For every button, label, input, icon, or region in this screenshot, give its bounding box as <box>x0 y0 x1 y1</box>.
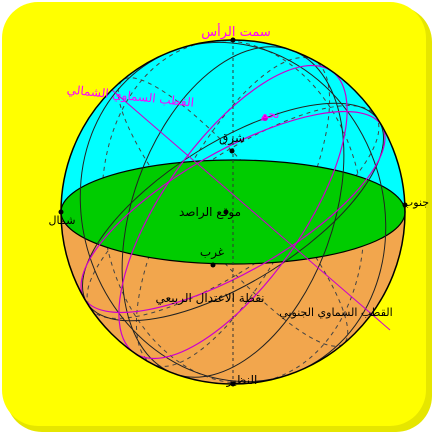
label-north: شمال <box>49 214 76 227</box>
zenith-point <box>230 37 236 43</box>
label-star: نجم <box>260 107 279 121</box>
marker-points <box>58 37 408 387</box>
observer-point <box>223 209 229 215</box>
label-zenith: سمت الرأس <box>201 23 271 40</box>
celestial-axis <box>111 89 391 331</box>
label-vernal-equinox: نقطة الاعتدال الربيعي <box>156 291 265 306</box>
east-point <box>229 148 235 154</box>
star-point <box>262 115 268 121</box>
label-east: شرق <box>219 131 245 146</box>
north-point <box>58 209 64 215</box>
label-south-celestial-pole: القطب السماوي الجنوبي <box>279 306 392 319</box>
nadir-point <box>230 381 236 387</box>
label-observer-location: موقع الراصد <box>179 205 241 220</box>
label-south: جنوب <box>403 196 429 209</box>
label-west: غرب <box>200 245 224 260</box>
label-nadir: النظير <box>226 373 258 388</box>
west-point <box>210 262 216 268</box>
south-point <box>402 202 408 208</box>
